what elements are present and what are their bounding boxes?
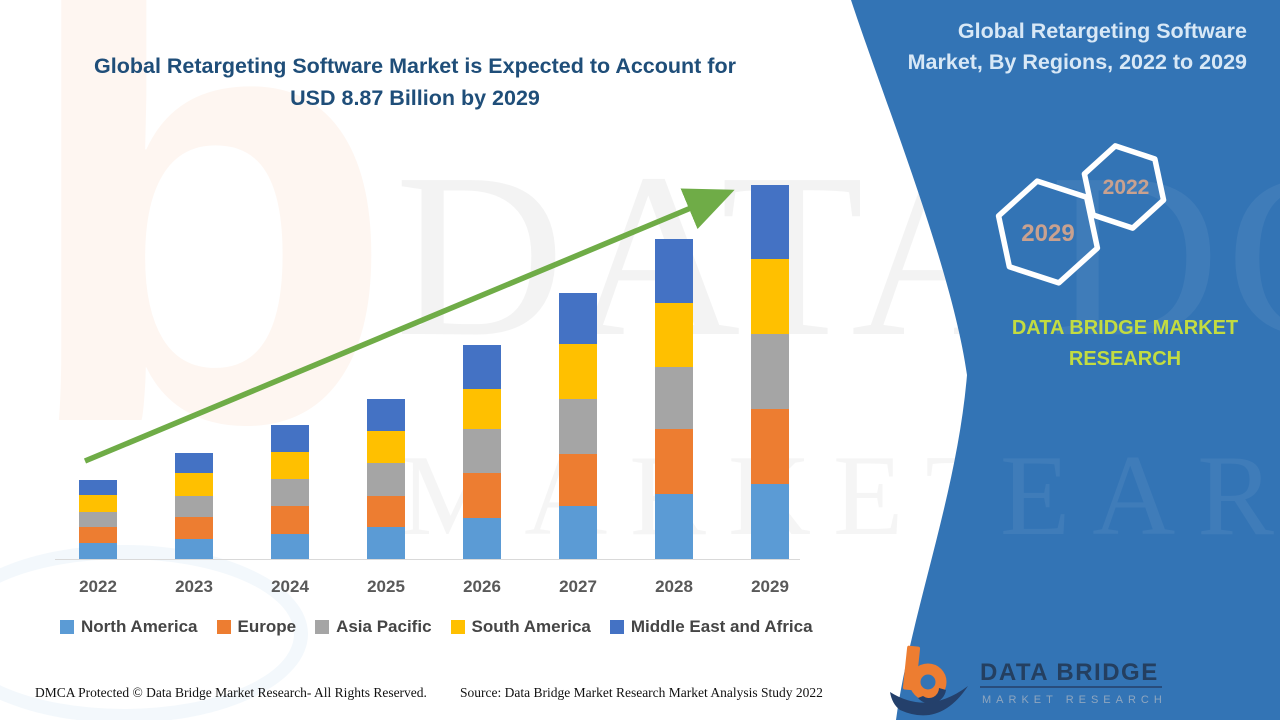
legend-item-north-america: North America (60, 617, 198, 637)
legend-label-middle-east-and-africa: Middle East and Africa (630, 617, 813, 636)
chart-title: Global Retargeting Software Market is Ex… (70, 50, 760, 114)
bar-segment-2029-middle-east-and-africa (751, 184, 789, 259)
legend-label-asia-pacific: Asia Pacific (336, 617, 432, 636)
bar-segment-2029-europe (751, 408, 789, 484)
bar-segment-2029-north-america (751, 483, 789, 559)
x-axis-label-2022: 2022 (79, 577, 117, 596)
bar-segment-2025-north-america (367, 527, 405, 559)
legend-swatch-middle-east-and-africa (609, 620, 624, 634)
brand-name: DATA BRIDGE MARKET RESEARCH (1011, 317, 1239, 370)
bar-segment-2023-north-america (175, 539, 213, 559)
legend-item-asia-pacific: Asia Pacific (315, 617, 432, 637)
x-axis-label-2024: 2024 (271, 577, 309, 596)
legend-swatch-asia-pacific (315, 620, 330, 634)
bar-segment-2023-asia-pacific (175, 496, 213, 518)
x-axis-label-2028: 2028 (655, 577, 693, 596)
bar-segment-2023-south-america (175, 473, 213, 497)
legend-swatch-north-america (60, 620, 74, 634)
bar-segment-2022-asia-pacific (79, 511, 117, 527)
legend-item-middle-east-and-africa: Middle East and Africa (609, 617, 813, 637)
bar-segment-2022-north-america (79, 543, 117, 559)
bar-2029 (751, 184, 789, 559)
panel-heading-line2: Market, By Regions, 2022 to 2029 (907, 50, 1247, 74)
badge-year-2029: 2029 (1021, 220, 1074, 247)
bar-segment-2022-south-america (79, 494, 117, 512)
logo-name-text: DATA BRIDGE (980, 659, 1159, 686)
bar-segment-2024-asia-pacific (271, 479, 309, 507)
bar-segment-2025-europe (367, 495, 405, 527)
legend-label-north-america: North America (81, 617, 198, 636)
legend-label-europe: Europe (237, 617, 297, 636)
bar-segment-2022-middle-east-and-africa (79, 479, 117, 495)
x-axis-label-2025: 2025 (367, 577, 405, 596)
x-axis-label-2029: 2029 (751, 577, 789, 596)
bar-segment-2023-europe (175, 517, 213, 540)
hexagon-2029 (995, 178, 1101, 286)
hexagon-2022 (1081, 143, 1167, 231)
bar-segment-2025-asia-pacific (367, 462, 405, 496)
bar-segment-2024-north-america (271, 534, 309, 559)
chart-title-line1: Global Retargeting Software Market is Ex… (94, 54, 736, 78)
logo-mark-b (890, 645, 968, 716)
legend-item-south-america: South America (450, 617, 591, 637)
bar-segment-2022-europe (79, 527, 117, 543)
bar-segment-2029-south-america (751, 258, 789, 334)
legend-swatch-europe (216, 620, 231, 634)
bar-2022 (79, 479, 117, 559)
x-axis-line (55, 559, 800, 560)
chart-title-line2: USD 8.87 Billion by 2029 (290, 86, 540, 110)
bar-segment-2024-europe (271, 506, 309, 535)
bar-segment-2026-north-america (463, 518, 501, 559)
bar-segment-2027-north-america (559, 505, 597, 559)
legend-swatch-south-america (450, 620, 465, 634)
x-axis-label-2023: 2023 (175, 577, 213, 596)
logo-subtitle-text: MARKET RESEARCH (982, 694, 1167, 706)
bar-segment-2026-europe (463, 473, 501, 519)
bar-segment-2029-asia-pacific (751, 333, 789, 409)
chart-legend: North America Europe Asia Pacific South Ame… (60, 617, 813, 637)
bar-segment-2028-north-america (655, 494, 693, 559)
badge-year-2022: 2022 (1103, 176, 1150, 199)
x-axis-label-2027: 2027 (559, 577, 597, 596)
legend-item-europe: Europe (216, 617, 297, 637)
panel-heading-line1: Global Retargeting Software (957, 19, 1247, 43)
panel-heading: Global Retargeting Software Market, By R… (855, 16, 1247, 78)
source-citation: Source: Data Bridge Market Research Mark… (460, 685, 823, 700)
x-axis-label-2026: 2026 (463, 577, 501, 596)
dmca-notice: DMCA Protected © Data Bridge Market Rese… (35, 685, 427, 700)
legend-label-south-america: South America (471, 617, 591, 636)
